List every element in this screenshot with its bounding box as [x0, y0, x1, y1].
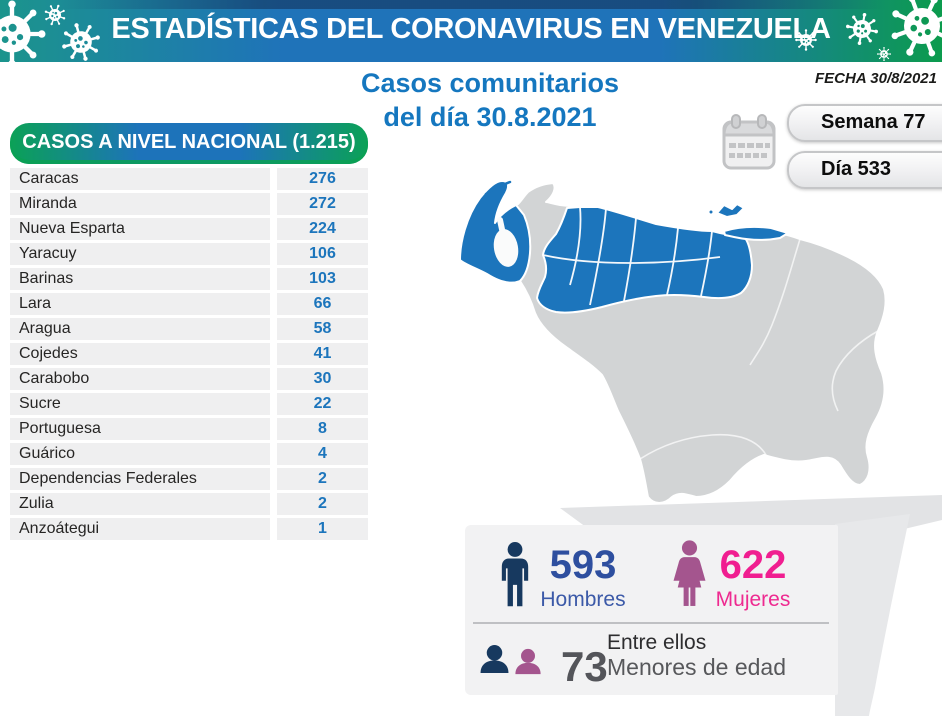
hombres-label: Hombres [540, 588, 626, 611]
state-name: Lara [10, 293, 270, 315]
person-bust-icon [515, 648, 541, 675]
state-name: Caracas [10, 168, 270, 190]
dia-badge: Día 533 [787, 151, 942, 189]
mujeres-stat: 622 Mujeres [705, 545, 801, 612]
venezuela-map [459, 179, 887, 504]
mujeres-value: 622 [719, 543, 787, 587]
demographics-panel: 593 Hombres 622 Mujeres 73 Entre ellos M… [465, 525, 838, 695]
male-icon [501, 542, 529, 607]
state-value: 66 [277, 293, 368, 315]
state-name: Portuguesa [10, 418, 270, 440]
menores-line1: Entre ellos [607, 631, 707, 654]
state-name: Guárico [10, 443, 270, 465]
map-highlight-paria [723, 226, 789, 241]
state-name: Barinas [10, 268, 270, 290]
state-name: Anzoátegui [10, 518, 270, 540]
state-value: 1 [277, 518, 368, 540]
table-row: Aragua 58 [10, 318, 368, 340]
female-icon [673, 540, 706, 606]
state-value: 58 [277, 318, 368, 340]
state-value: 103 [277, 268, 368, 290]
hombres-value: 593 [549, 543, 617, 587]
header-band: ESTADÍSTICAS DEL CORONAVIRUS EN VENEZUEL… [0, 0, 942, 62]
page-title: ESTADÍSTICAS DEL CORONAVIRUS EN VENEZUEL… [111, 13, 831, 45]
table-row: Sucre 22 [10, 393, 368, 415]
state-value: 224 [277, 218, 368, 240]
panel-divider [473, 622, 829, 624]
cases-table-rows: Caracas 276 Miranda 272 Nueva Esparta 22… [10, 168, 368, 543]
table-row: Guárico 4 [10, 443, 368, 465]
table-row: Lara 66 [10, 293, 368, 315]
state-name: Sucre [10, 393, 270, 415]
state-name: Zulia [10, 493, 270, 515]
map-highlight-west [459, 180, 532, 284]
menores-line2: Menores de edad [607, 653, 787, 680]
table-row: Portuguesa 8 [10, 418, 368, 440]
state-value: 2 [277, 468, 368, 490]
state-value: 41 [277, 343, 368, 365]
table-row: Miranda 272 [10, 193, 368, 215]
table-row: Barinas 103 [10, 268, 368, 290]
table-row: Caracas 276 [10, 168, 368, 190]
state-name: Nueva Esparta [10, 218, 270, 240]
map-highlight-band [536, 206, 753, 314]
state-name: Aragua [10, 318, 270, 340]
fecha-label: FECHA 30/8/2021 [814, 70, 937, 87]
state-value: 22 [277, 393, 368, 415]
table-row: Nueva Esparta 224 [10, 218, 368, 240]
state-name: Carabobo [10, 368, 270, 390]
state-value: 106 [277, 243, 368, 265]
calendar-icon [722, 114, 776, 170]
state-value: 2 [277, 493, 368, 515]
subtitle: Casos comunitarios del día 30.8.2021 [300, 66, 680, 134]
state-value: 30 [277, 368, 368, 390]
panel-shadow [560, 495, 942, 716]
table-row: Yaracuy 106 [10, 243, 368, 265]
person-bust-icon [480, 645, 509, 673]
table-row: Zulia 2 [10, 493, 368, 515]
state-value: 276 [277, 168, 368, 190]
state-name: Cojedes [10, 343, 270, 365]
semana-badge: Semana 77 [787, 104, 942, 142]
map-highlight-islands [716, 203, 745, 218]
state-name: Miranda [10, 193, 270, 215]
menores-label: Entre ellos Menores de edad [607, 631, 787, 680]
hombres-stat: 593 Hombres [535, 545, 631, 612]
state-value: 272 [277, 193, 368, 215]
state-value: 8 [277, 418, 368, 440]
mujeres-label: Mujeres [715, 588, 791, 611]
table-row: Anzoátegui 1 [10, 518, 368, 540]
table-row: Carabobo 30 [10, 368, 368, 390]
table-row: Cojedes 41 [10, 343, 368, 365]
state-name: Yaracuy [10, 243, 270, 265]
subtitle-line2: del día 30.8.2021 [383, 102, 597, 132]
menores-value: 73 [561, 643, 608, 690]
subtitle-line1: Casos comunitarios [360, 68, 620, 98]
cases-table-header: CASOS A NIVEL NACIONAL (1.215) [10, 123, 368, 164]
state-name: Dependencias Federales [10, 468, 270, 490]
table-row: Dependencias Federales 2 [10, 468, 368, 490]
state-value: 4 [277, 443, 368, 465]
